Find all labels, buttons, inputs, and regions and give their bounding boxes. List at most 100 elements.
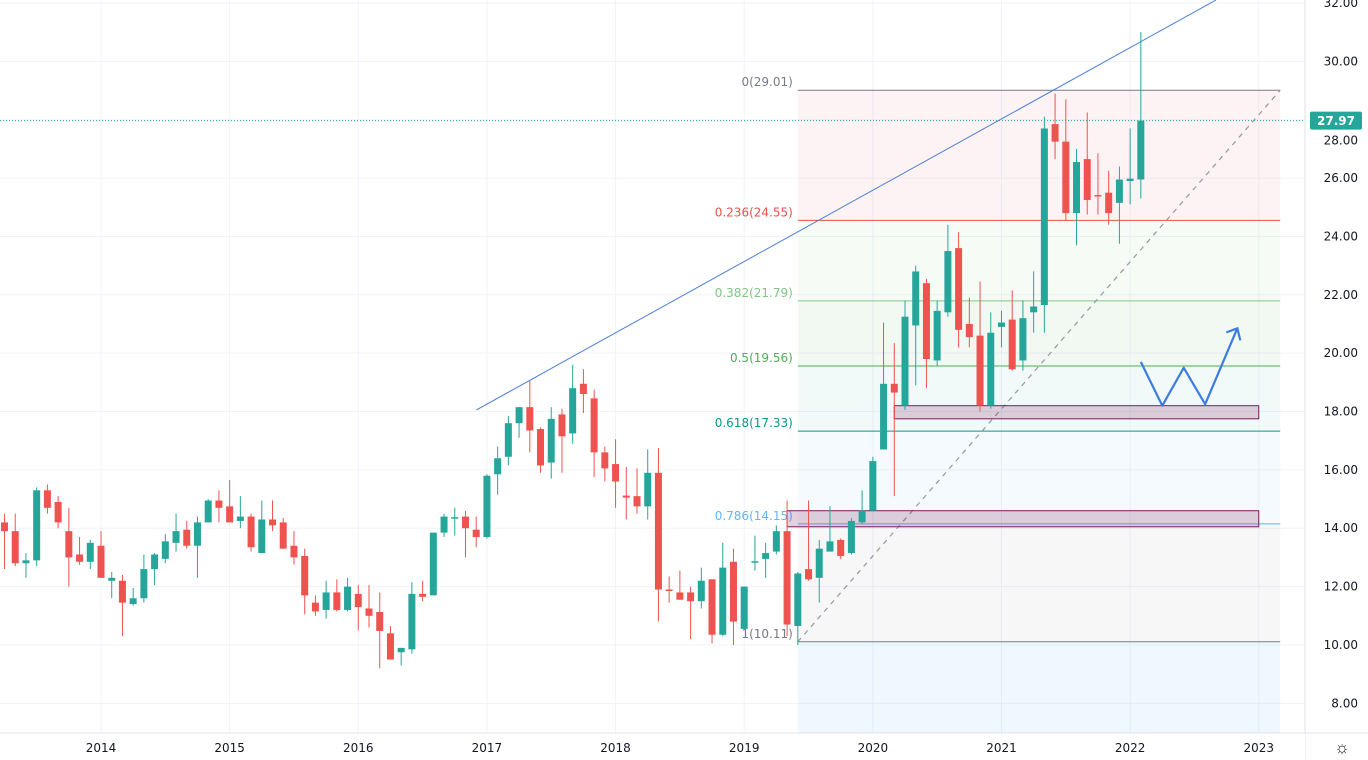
candle-body [590,398,598,453]
candle [226,480,234,523]
candle [483,474,491,539]
candle-body [772,531,780,552]
candle [794,572,802,645]
candle-body [1073,162,1081,214]
candle-body [665,589,673,592]
candle-body [890,383,898,393]
overlay [0,120,1305,407]
candle [987,312,995,409]
support-zone [786,510,1260,528]
candle-body [794,573,802,626]
time-tick-label: 2020 [858,741,889,755]
fib-level-label: 0.5(19.56) [730,351,793,365]
candle-body [1040,128,1048,306]
candle [1008,290,1016,371]
candle [590,389,598,478]
candle [537,427,545,473]
grid [0,0,1305,733]
fib-zone [797,220,1281,301]
price-tick-label: 32.00 [1324,0,1358,10]
candle [644,449,652,520]
candle-body [622,495,630,498]
time-tick-label: 2023 [1243,741,1274,755]
projection-path [1139,327,1239,407]
candle [204,499,212,523]
price-tick-label: 10.00 [1324,638,1358,652]
candle-body [633,496,641,507]
candle [504,415,512,466]
candle [65,507,73,587]
candle-body [322,592,330,610]
candle [1040,116,1048,333]
candle [1094,153,1102,215]
candle-body [1083,159,1091,200]
candle [622,466,630,520]
candle [151,553,159,586]
candle-body [76,554,84,562]
candle [301,548,309,615]
candle [1030,271,1038,333]
time-axis[interactable]: 2014 2015 2016 2017 2018 2019 2020 2021 2022 2023 [0,732,1368,760]
candle [869,456,877,511]
candle-body [215,500,223,508]
candle [687,586,695,640]
candle-body [729,561,737,622]
candle-body [708,579,716,635]
candle [912,265,920,386]
candle [108,572,116,599]
price-tick-label: 24.00 [1324,229,1358,243]
candle [118,574,126,637]
candle-body [644,472,652,507]
candle-body [601,452,609,469]
time-tick-label: 2021 [986,741,1017,755]
fib-level-label: 0(29.01) [741,75,792,89]
candle [654,447,662,622]
candle [1083,112,1091,215]
candles [1,32,1145,669]
candle [11,513,19,567]
candle-body [569,388,577,434]
candle-body [1,522,9,532]
candle-body [880,383,888,450]
candle-body [376,611,384,631]
candle-body [976,335,984,406]
candle-body [279,522,287,549]
candle-body [226,506,234,523]
candle [601,446,609,482]
candle-body [815,548,823,578]
candle [161,534,169,564]
price-tick-label: 22.00 [1324,288,1358,302]
candle [451,507,459,536]
candle [397,647,405,666]
candle [976,281,984,412]
fib-retracement[interactable]: 0(29.01) 0.236(24.55) 0.382(21.79) 0.5(19.5… [715,75,1281,733]
candle-body [494,458,502,475]
candle-body [333,592,341,610]
candle [290,531,298,565]
time-tick-label: 2018 [600,741,631,755]
candle [569,364,577,444]
candle-body [1051,124,1059,142]
price-tick-label: 14.00 [1324,521,1358,535]
candle [933,300,941,367]
drawings[interactable] [475,0,1281,643]
time-tick-label: 2019 [729,741,760,755]
gear-icon[interactable]: ☼ [1334,738,1350,757]
candle [419,580,427,602]
candle [558,408,566,473]
candle [193,516,201,578]
price-axis[interactable]: 8.00 10.00 12.00 14.00 16.00 18.00 20.00 22.00 2… [1304,0,1368,760]
candle [247,513,255,552]
candle-body [440,516,448,533]
candle-body [826,541,834,552]
candle-body [579,383,587,395]
candle [837,538,845,559]
candle [183,520,191,549]
candle [408,582,416,654]
candle-body [687,592,695,602]
fib-level-label: 0.382(21.79) [715,286,793,300]
candle-body [65,531,73,558]
candle [612,439,620,508]
candle-body [354,593,362,608]
